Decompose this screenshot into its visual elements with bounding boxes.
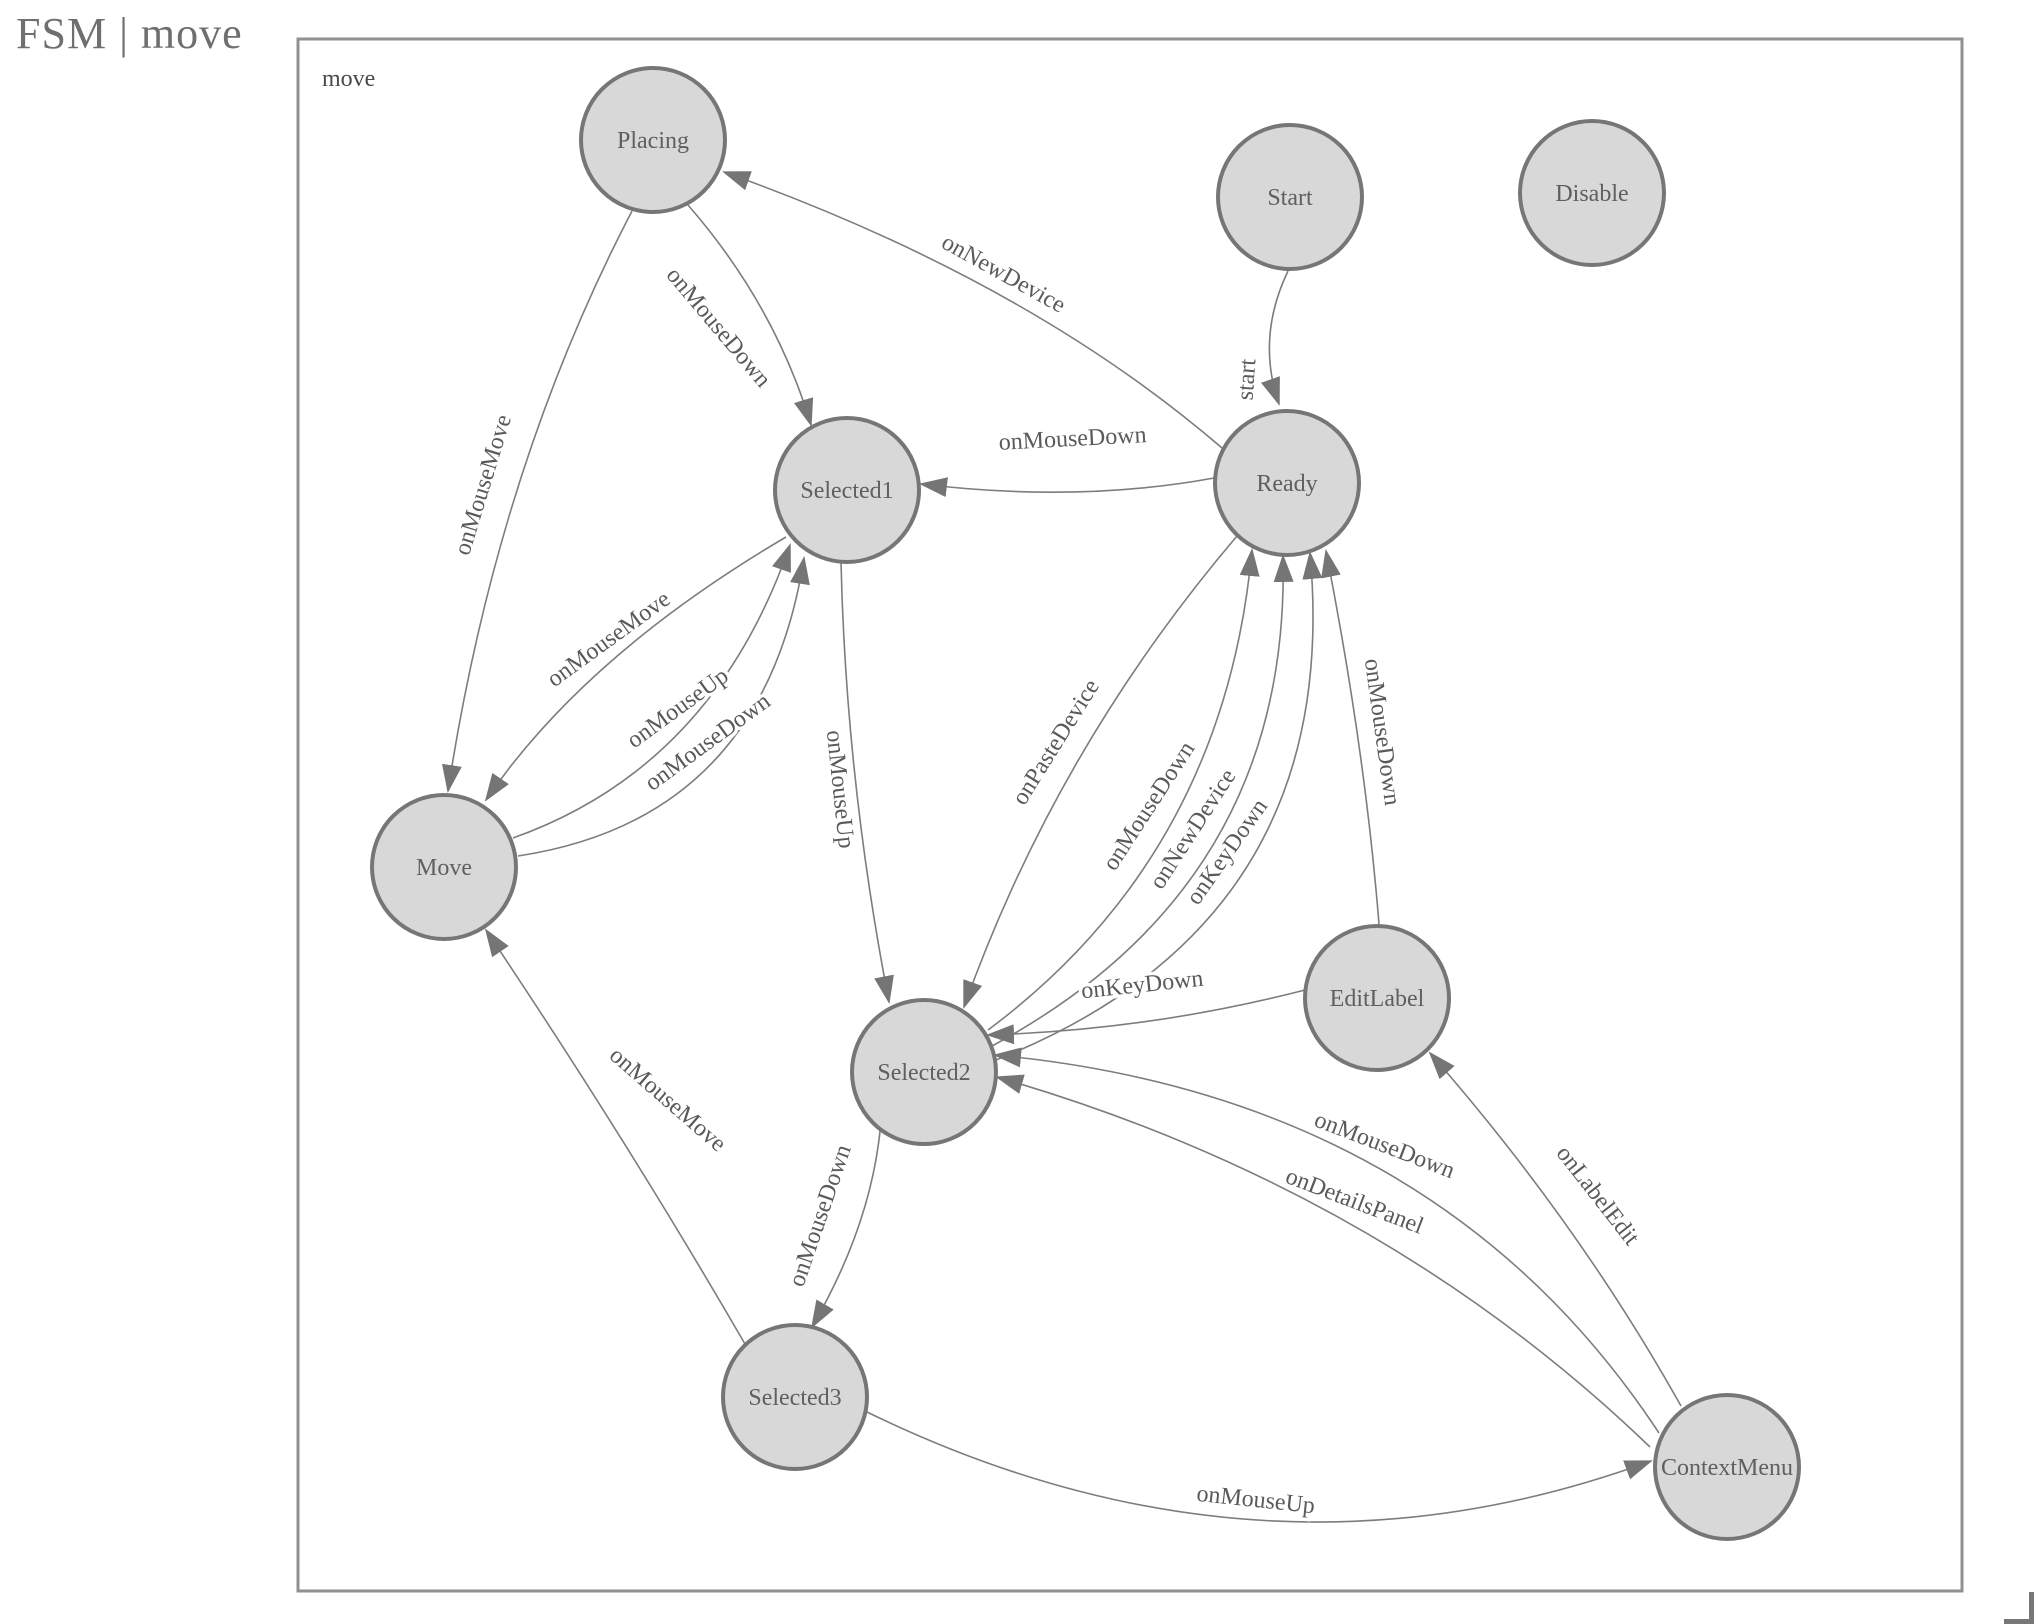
svg-text:ContextMenu: ContextMenu [1661,1455,1793,1481]
svg-text:onMouseUp: onMouseUp [1195,1481,1316,1519]
svg-text:Placing: Placing [617,128,689,154]
state-start[interactable]: Start [1216,123,1364,271]
svg-text:Selected1: Selected1 [800,478,893,504]
transition-selected1-move[interactable]: onMouseMove [484,536,787,802]
state-disable[interactable]: Disable [1518,119,1666,267]
transition-ready-placing[interactable]: onNewDevice [722,171,1223,449]
state-selected2[interactable]: Selected2 [850,998,998,1146]
svg-text:onMouseMove: onMouseMove [604,1042,731,1157]
svg-text:onMouseDown: onMouseDown [1311,1107,1458,1184]
svg-text:onMouseMove: onMouseMove [450,412,517,559]
state-placing[interactable]: Placing [579,66,727,214]
transition-contextmenu-editlabel[interactable]: onLabelEdit [1428,1051,1682,1407]
svg-text:Move: Move [416,855,472,881]
transition-selected1-selected2[interactable]: onMouseUp [817,561,894,1004]
svg-text:onLabelEdit: onLabelEdit [1551,1141,1645,1251]
diagram-label: move [322,66,375,92]
svg-text:onMouseDown: onMouseDown [1359,657,1405,807]
svg-text:Start: Start [1267,185,1313,211]
transition-selected3-move[interactable]: onMouseMove [484,928,746,1345]
transition-start-ready[interactable]: start [1229,270,1289,406]
svg-text:Selected2: Selected2 [877,1060,970,1086]
svg-text:onMouseDown: onMouseDown [661,262,776,392]
transition-editlabel-selected2[interactable]: onKeyDown [986,962,1306,1045]
transition-move-selected1-mouseup[interactable]: onMouseUp [512,543,791,839]
scrollbar-corner [2004,1592,2034,1624]
svg-text:onMouseDown: onMouseDown [998,422,1147,456]
transition-placing-move[interactable]: onMouseMove [442,210,633,793]
transition-editlabel-ready[interactable]: onMouseDown [1321,549,1409,925]
transition-selected3-contextmenu[interactable]: onMouseUp [866,1411,1653,1523]
svg-text:onKeyDown: onKeyDown [1080,966,1205,1005]
transition-contextmenu-selected2-mousedown[interactable]: onMouseDown [993,1047,1660,1434]
svg-text:onDetailsPanel: onDetailsPanel [1282,1163,1427,1239]
state-contextmenu[interactable]: ContextMenu [1653,1393,1801,1541]
page-title: FSM | move [16,9,243,58]
state-ready[interactable]: Ready [1213,409,1361,557]
svg-text:onMouseDown: onMouseDown [784,1142,857,1290]
state-editlabel[interactable]: EditLabel [1303,924,1451,1072]
svg-text:onNewDevice: onNewDevice [937,229,1070,318]
svg-text:Disable: Disable [1555,181,1628,207]
state-move[interactable]: Move [370,793,518,941]
paper-border [296,37,1964,1593]
svg-text:start: start [1233,358,1262,401]
svg-text:onMouseUp: onMouseUp [821,729,859,850]
transition-ready-selected1[interactable]: onMouseDown [919,419,1215,498]
svg-text:onPasteDevice: onPasteDevice [1007,675,1105,810]
svg-text:Selected3: Selected3 [748,1385,841,1411]
svg-text:EditLabel: EditLabel [1330,986,1425,1012]
state-selected1[interactable]: Selected1 [773,416,921,564]
state-selected3[interactable]: Selected3 [721,1323,869,1471]
svg-text:onMouseMove: onMouseMove [542,586,675,692]
transition-placing-selected1[interactable]: onMouseDown [657,204,814,427]
transition-selected2-selected3[interactable]: onMouseDown [780,1130,881,1329]
svg-text:Ready: Ready [1256,471,1317,497]
